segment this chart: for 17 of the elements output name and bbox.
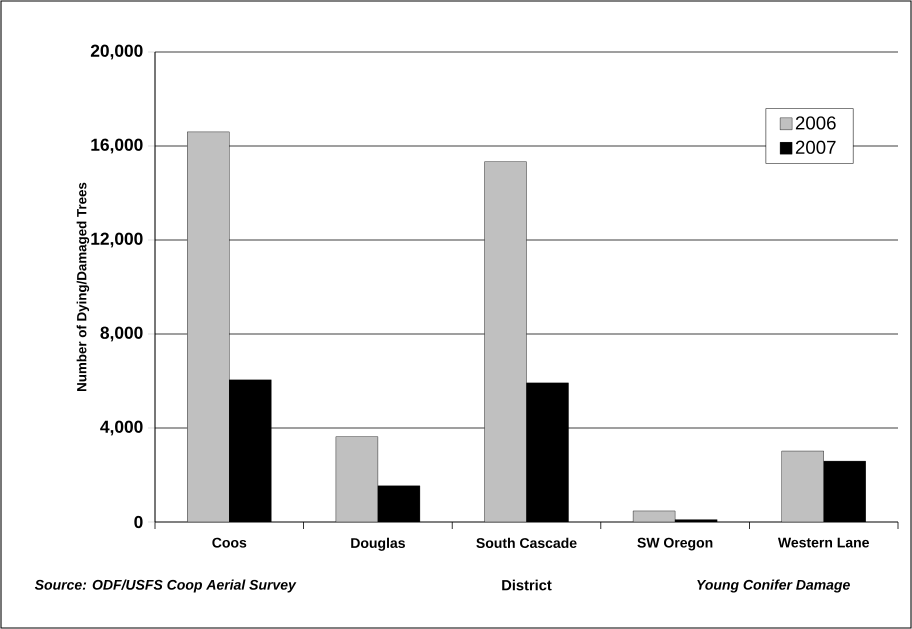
text: Young Conifer Damage xyxy=(697,579,850,593)
y-axis-title: Number of Dying/Damaged Trees xyxy=(76,182,90,391)
y-tick-label: 4,000 xyxy=(100,420,143,436)
x-tick-label: Douglas xyxy=(351,538,405,551)
x-tick-label: Western Lane xyxy=(778,538,869,548)
y-tick-label: 16,000 xyxy=(91,138,143,154)
y-tick-label: 8,000 xyxy=(100,326,143,342)
y-tick-label: 12,000 xyxy=(91,232,143,248)
legend-label: 2007 xyxy=(796,140,836,154)
x-tick-label: SW Oregon xyxy=(637,538,712,550)
x-tick-label: Coos xyxy=(212,538,246,548)
source-note: Source: ODF/USFS Coop Aerial Survey xyxy=(34,579,296,593)
legend-label: 2006 xyxy=(796,116,836,130)
y-tick-label: 20,000 xyxy=(90,44,143,60)
x-axis-title: District xyxy=(502,580,552,590)
y-tick-label: 0 xyxy=(134,516,143,528)
x-tick-label: South Cascade xyxy=(476,538,577,548)
